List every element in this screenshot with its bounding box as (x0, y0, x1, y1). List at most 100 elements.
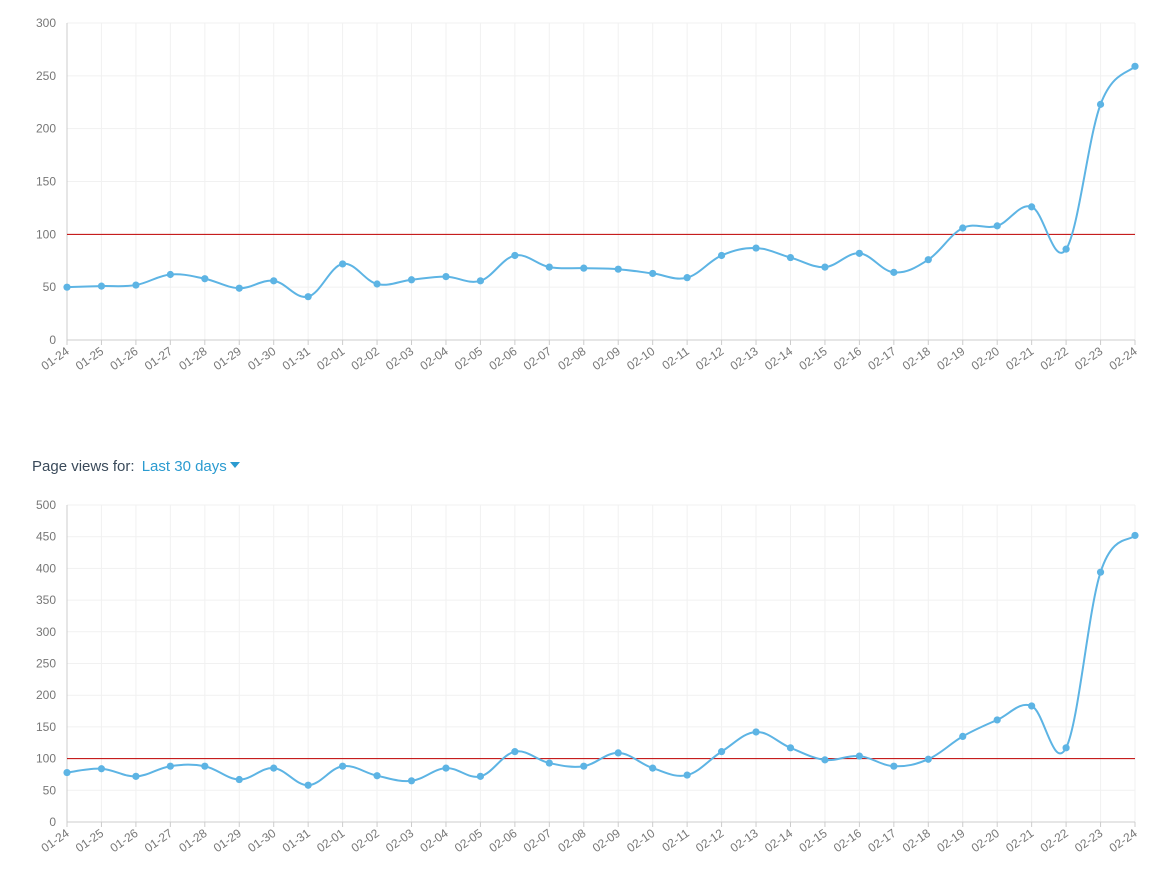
x-tick-label: 01-30 (245, 344, 278, 373)
data-point (63, 768, 71, 777)
x-tick-label: 02-04 (418, 826, 451, 855)
data-point (752, 728, 760, 736)
data-point (1131, 62, 1139, 70)
y-tick-label: 350 (36, 593, 56, 607)
y-tick-label: 200 (36, 688, 56, 702)
data-point (166, 270, 174, 279)
y-tick-label: 300 (36, 625, 56, 639)
x-tick-label: 01-25 (73, 826, 106, 855)
x-tick-label: 01-29 (211, 344, 244, 373)
data-point (97, 765, 106, 773)
x-tick-label: 01-30 (245, 826, 278, 855)
x-tick-label: 02-14 (762, 344, 795, 373)
data-point (649, 269, 657, 278)
data-point (442, 273, 450, 281)
x-tick-label: 02-13 (728, 344, 761, 373)
x-tick-label: 02-19 (934, 344, 967, 373)
data-point (614, 265, 622, 273)
x-tick-label: 01-24 (39, 344, 72, 373)
data-point (924, 755, 932, 763)
y-tick-label: 0 (49, 815, 56, 829)
x-tick-label: 02-24 (1107, 344, 1140, 373)
data-point (1096, 100, 1105, 108)
x-tick-label: 02-22 (1038, 344, 1071, 373)
x-tick-label: 02-06 (486, 826, 519, 855)
x-tick-label: 02-04 (418, 344, 451, 373)
data-point (786, 253, 795, 262)
data-point (373, 772, 381, 780)
x-tick-label: 02-05 (452, 344, 485, 373)
data-point (924, 256, 932, 264)
data-point (1028, 702, 1036, 710)
y-tick-label: 400 (36, 561, 56, 575)
x-tick-label: 02-08 (555, 826, 588, 855)
x-tick-label: 02-02 (349, 826, 382, 855)
x-tick-label: 02-10 (624, 344, 657, 373)
x-tick-label: 02-20 (969, 344, 1002, 373)
x-tick-label: 02-12 (693, 344, 726, 373)
x-tick-label: 02-24 (1107, 826, 1140, 855)
data-point (166, 762, 174, 770)
x-tick-label: 02-15 (796, 826, 829, 855)
x-tick-label: 02-05 (452, 826, 485, 855)
data-point (855, 249, 863, 257)
x-tick-label: 02-15 (796, 344, 829, 373)
data-point (614, 749, 622, 757)
data-point (545, 759, 553, 767)
data-point (993, 716, 1001, 724)
x-tick-label: 02-01 (314, 826, 347, 855)
y-tick-label: 50 (43, 783, 57, 797)
x-tick-label: 02-07 (521, 344, 554, 373)
x-tick-label: 02-21 (1003, 826, 1036, 855)
x-tick-label: 02-03 (383, 344, 416, 373)
x-tick-label: 02-18 (900, 344, 933, 373)
data-point (683, 771, 691, 779)
data-point (97, 282, 106, 290)
data-point (683, 274, 691, 282)
x-tick-label: 01-26 (107, 826, 140, 855)
x-tick-label: 02-14 (762, 826, 795, 855)
data-point (304, 781, 312, 789)
data-point (63, 283, 71, 291)
caret-down-icon[interactable] (229, 462, 240, 469)
x-tick-label: 02-23 (1072, 344, 1105, 373)
data-point (821, 756, 829, 764)
data-point (580, 762, 588, 770)
x-tick-label: 02-07 (521, 826, 554, 855)
data-point (373, 280, 381, 288)
data-point (821, 263, 829, 271)
data-point (1062, 744, 1070, 752)
x-tick-label: 01-28 (176, 826, 209, 855)
data-point (132, 281, 140, 289)
period-dropdown-value[interactable]: Last 30 days (141, 458, 227, 475)
data-point (132, 772, 140, 780)
data-point (649, 764, 657, 772)
data-point (235, 775, 243, 784)
data-point (1028, 203, 1036, 211)
x-tick-label: 02-16 (831, 344, 864, 373)
data-point (270, 277, 278, 285)
data-point (201, 762, 209, 770)
data-point (890, 762, 898, 770)
y-tick-label: 300 (36, 16, 56, 30)
data-point (511, 251, 519, 260)
data-point (304, 293, 312, 301)
data-point (201, 275, 209, 283)
period-dropdown[interactable]: Last 30 days (142, 458, 240, 475)
y-tick-label: 100 (36, 227, 56, 241)
x-tick-label: 01-27 (142, 826, 175, 855)
x-tick-label: 02-11 (659, 344, 692, 373)
x-tick-label: 02-10 (624, 826, 657, 855)
data-point (442, 764, 450, 772)
x-tick-label: 01-29 (211, 826, 244, 855)
data-point (407, 777, 416, 785)
data-point (407, 276, 416, 284)
x-tick-label: 01-31 (280, 826, 313, 855)
data-point (270, 764, 278, 772)
x-tick-label: 02-13 (728, 826, 761, 855)
y-tick-label: 250 (36, 657, 56, 671)
x-tick-label: 02-03 (383, 826, 416, 855)
x-tick-label: 02-22 (1038, 826, 1071, 855)
data-point (1131, 531, 1139, 540)
x-tick-label: 01-25 (73, 344, 106, 373)
